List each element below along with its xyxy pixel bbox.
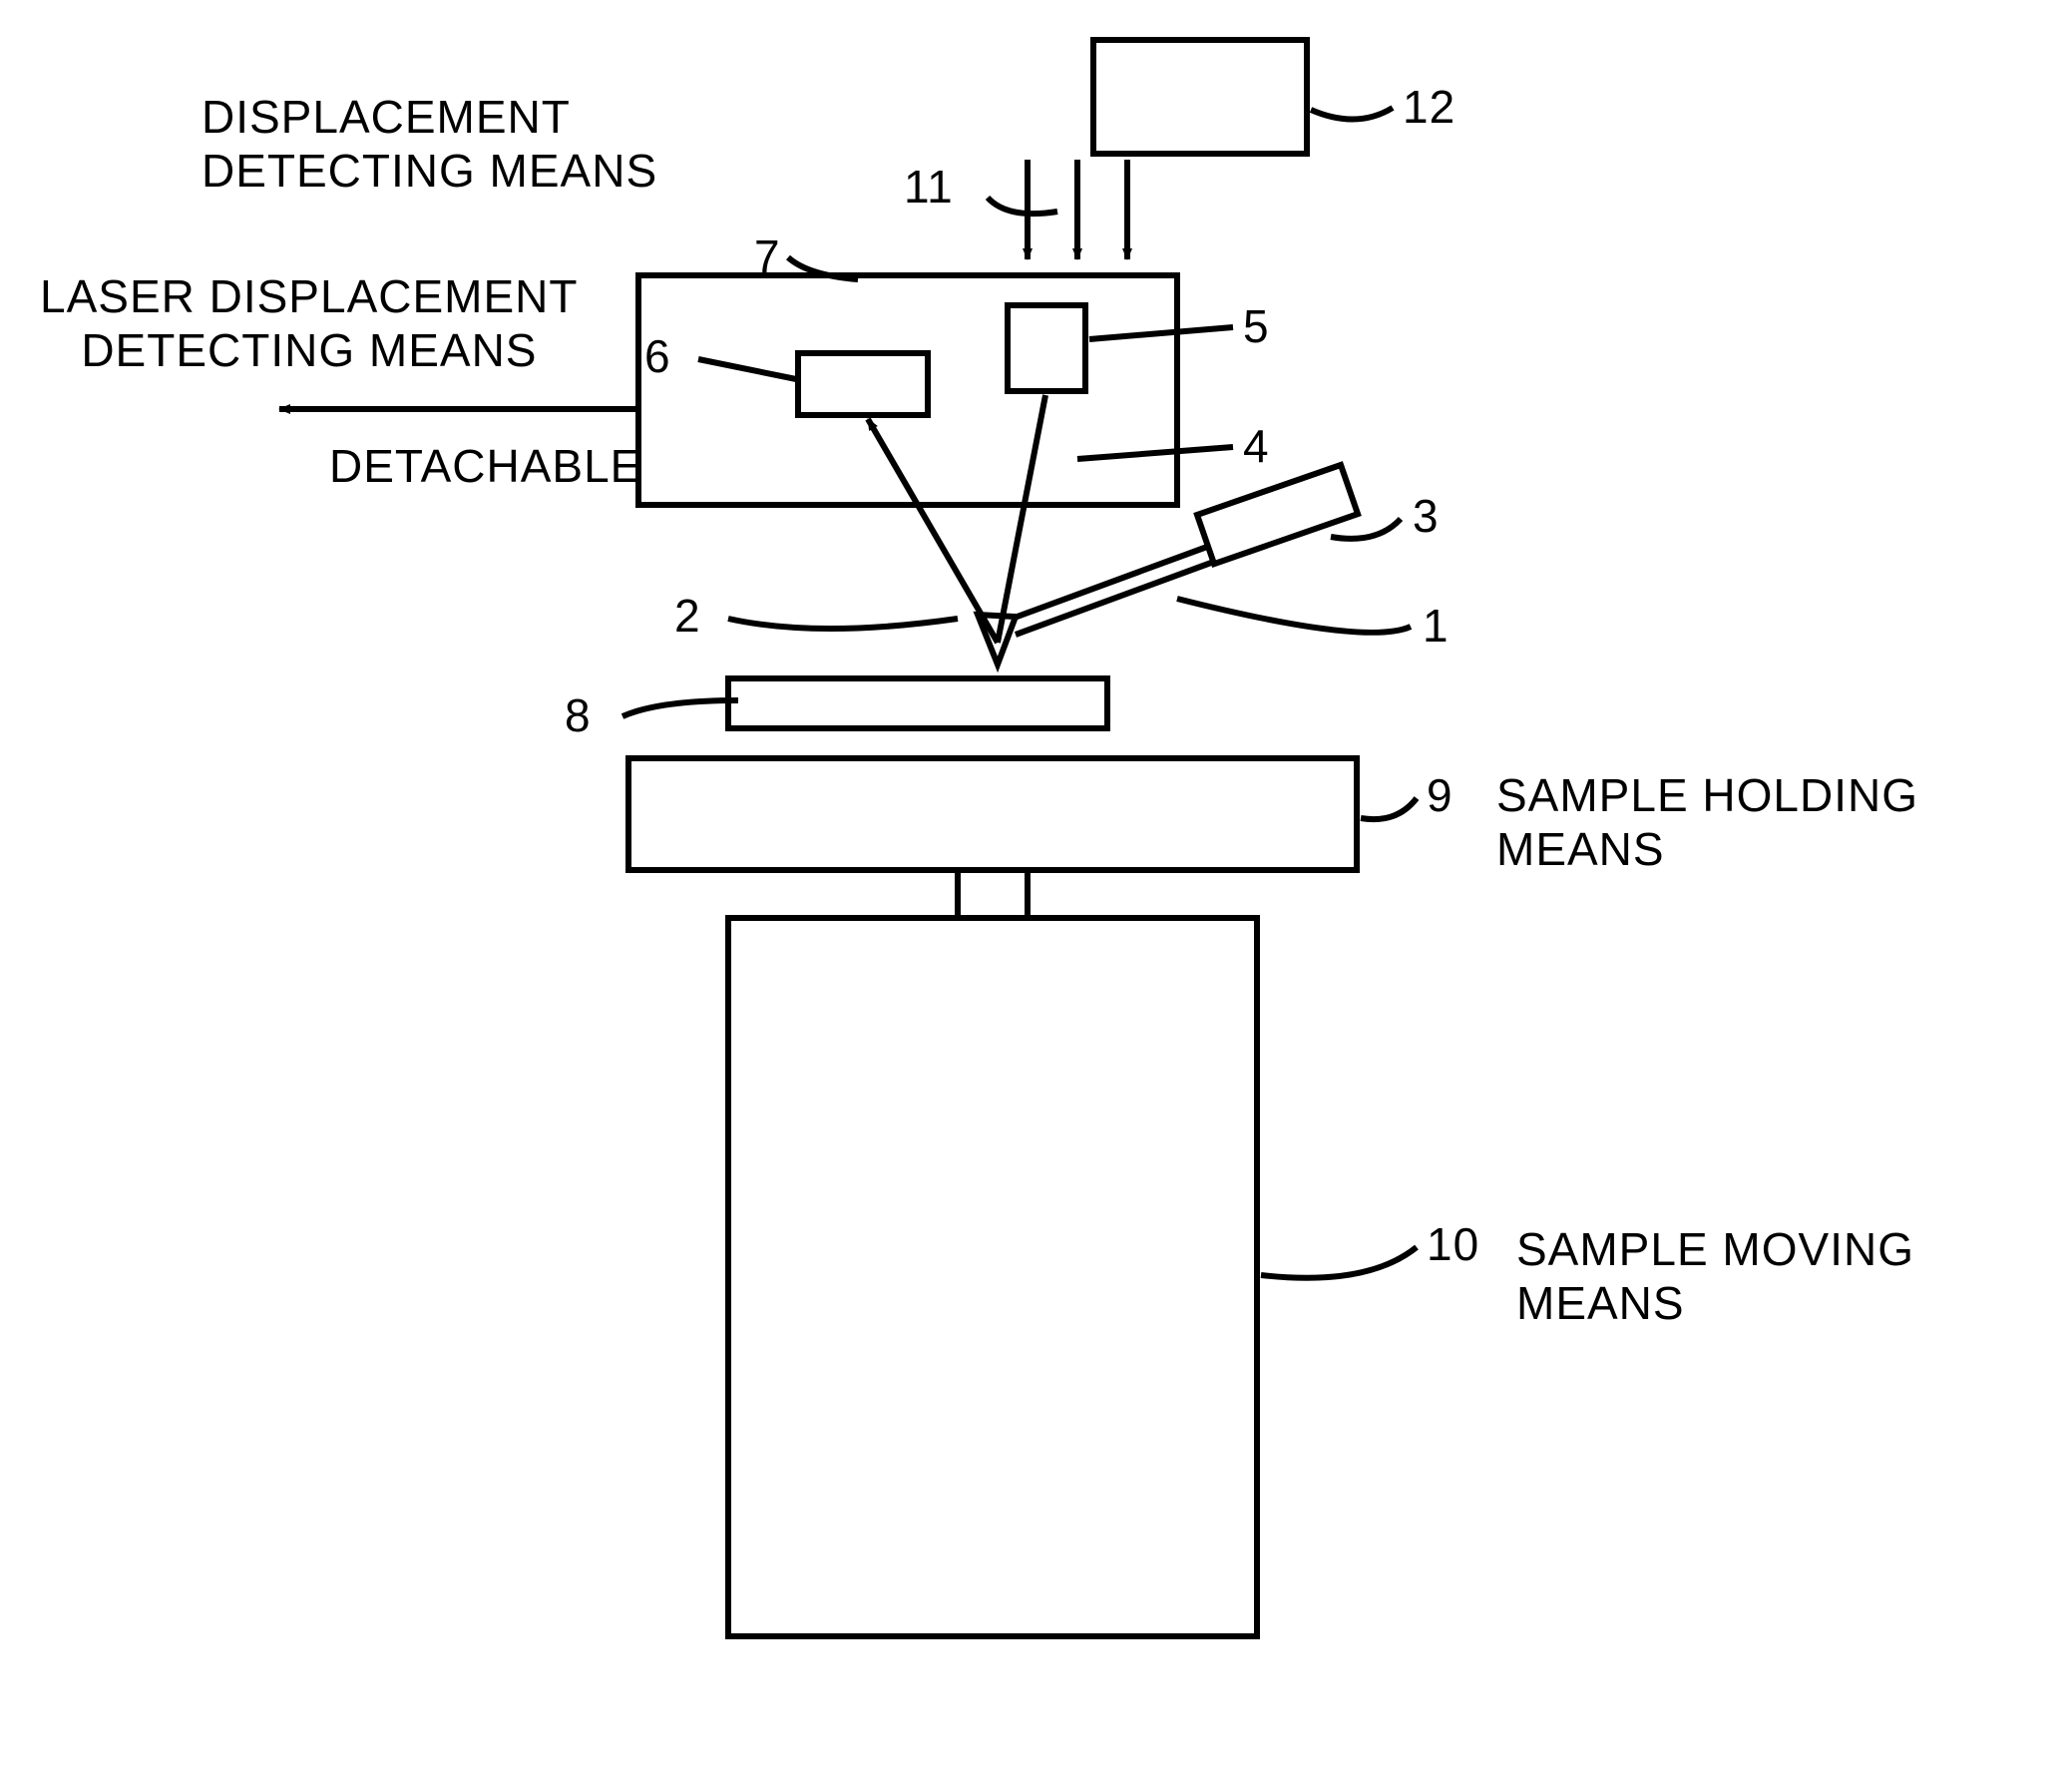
label-8: 8 xyxy=(565,688,592,742)
label-laser-displacement-detecting-means: LASER DISPLACEMENT DETECTING MEANS xyxy=(40,269,578,377)
label-2: 2 xyxy=(674,589,701,643)
label-10: 10 xyxy=(1427,1217,1479,1271)
label-sample-moving-means: SAMPLE MOVING MEANS xyxy=(1516,1222,1914,1330)
label-displacement-detecting-means: DISPLACEMENT DETECTING MEANS xyxy=(202,90,657,198)
label-6: 6 xyxy=(644,329,671,383)
diagram-svg xyxy=(0,0,2072,1780)
label-12: 12 xyxy=(1403,80,1455,134)
label-4: 4 xyxy=(1243,419,1270,473)
label-5: 5 xyxy=(1243,299,1270,353)
label-7: 7 xyxy=(754,229,781,283)
label-1: 1 xyxy=(1423,599,1450,653)
label-3: 3 xyxy=(1413,489,1440,543)
label-detachable: DETACHABLE xyxy=(329,439,641,493)
label-9: 9 xyxy=(1427,768,1453,822)
diagram-canvas: 12 DISPLACEMENT DETECTING MEANS 11 7 LAS… xyxy=(0,0,2072,1780)
label-11: 11 xyxy=(904,160,954,214)
label-sample-holding-means: SAMPLE HOLDING MEANS xyxy=(1496,768,1918,876)
